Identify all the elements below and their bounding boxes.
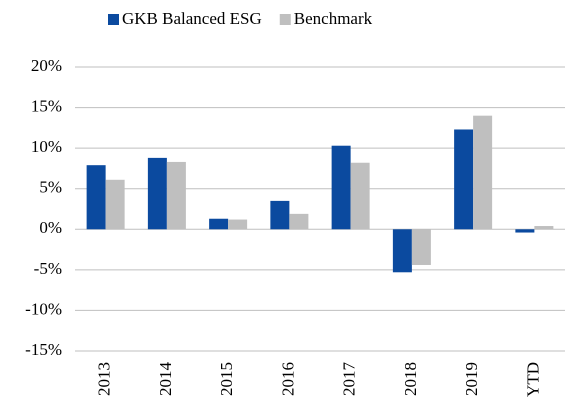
x-tick-label: 2015: [217, 362, 236, 396]
y-tick-label: 15%: [31, 96, 62, 115]
y-tick-label: -5%: [34, 259, 62, 278]
x-tick-label: 2018: [401, 362, 420, 396]
y-tick-label: -15%: [25, 340, 62, 359]
bar: [350, 162, 370, 230]
legend-label: GKB Balanced ESG: [122, 9, 262, 28]
x-tick-label: 2017: [340, 362, 359, 397]
bar: [86, 165, 106, 230]
bar: [411, 229, 431, 265]
legend-label: Benchmark: [294, 9, 373, 28]
bar: [147, 157, 167, 230]
legend-swatch: [108, 14, 119, 25]
bar: [166, 161, 186, 230]
bar: [454, 129, 474, 230]
bar: [270, 200, 290, 230]
bar: [515, 229, 535, 233]
bar: [534, 226, 554, 230]
y-tick-label: 10%: [31, 137, 62, 156]
bar: [392, 229, 412, 273]
y-tick-label: 5%: [39, 178, 62, 197]
bar: [289, 213, 309, 230]
bar: [331, 145, 351, 230]
x-tick-label: 2016: [278, 362, 297, 396]
x-tick-label: 2019: [462, 362, 481, 396]
y-tick-label: -10%: [25, 299, 62, 318]
x-tick-label: YTD: [523, 362, 542, 397]
bar: [105, 179, 125, 230]
bar: [209, 218, 229, 230]
legend-swatch: [279, 14, 291, 25]
x-tick-label: 2013: [95, 362, 114, 396]
y-tick-label: 0%: [39, 218, 62, 237]
bar: [473, 115, 493, 230]
bar: [228, 219, 248, 230]
y-tick-label: 20%: [31, 56, 62, 75]
x-tick-label: 2014: [156, 362, 175, 397]
